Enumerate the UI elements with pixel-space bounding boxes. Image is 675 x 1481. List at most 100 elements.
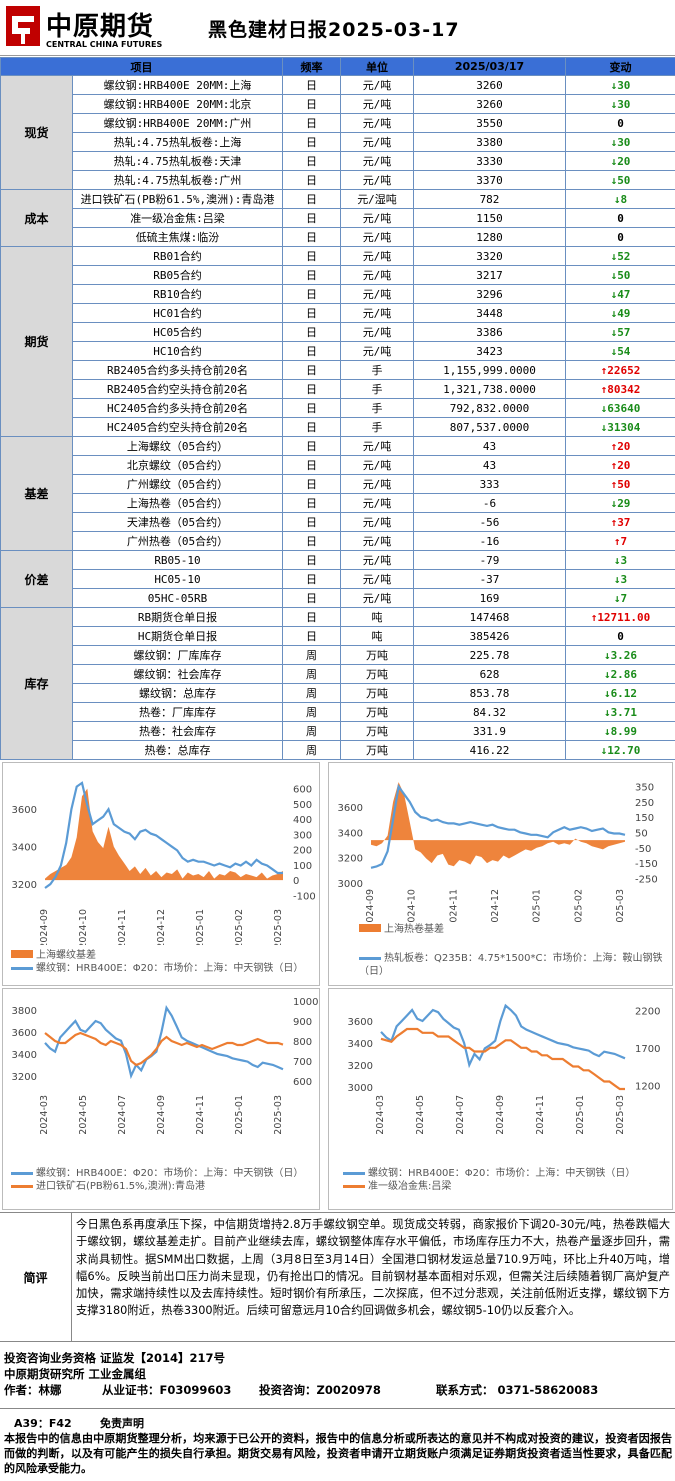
x-tick-label: 2025-02 bbox=[234, 909, 245, 945]
x-tick-label: 2024-09 bbox=[39, 909, 50, 945]
change-value: 3.71 bbox=[610, 705, 638, 719]
chart-rebar-vs-iron-ore: 3800 3600 3400 3200 1000 900 800 700 600 2024-03 2… bbox=[2, 988, 320, 1210]
x-tick-label: 2025-01 bbox=[195, 909, 206, 945]
value-cell: 416.22 bbox=[413, 740, 566, 760]
y-left-tick-label: 3200 bbox=[338, 854, 363, 865]
table-row: 上海热卷（05合约）日元/吨 -6 ↓29 bbox=[1, 493, 675, 513]
legend-item: 上海热卷基差 bbox=[359, 923, 669, 936]
table-row: 热轧:4.75热轧板卷:广州日元/吨 3370 ↓50 bbox=[1, 170, 675, 190]
y-right-tick-label: 350 bbox=[635, 783, 654, 794]
column-header-date: 2025/03/17 bbox=[413, 57, 566, 76]
item-cell: 05HC-05RB bbox=[72, 588, 283, 608]
item-cell: 螺纹钢:HRB400E 20MM:上海 bbox=[72, 75, 283, 95]
y-right-tick-label: 250 bbox=[635, 798, 654, 809]
column-header-change: 变动 bbox=[565, 57, 675, 76]
arrow-down-icon: ↓ bbox=[603, 705, 611, 719]
frequency-cell: 日 bbox=[282, 588, 341, 608]
item-cell: RB05-10 bbox=[72, 550, 283, 570]
table-row: RB05合约日元/吨 3217 ↓50 bbox=[1, 265, 675, 285]
x-tick-label: 2025-03 bbox=[273, 1095, 284, 1135]
frequency-cell: 日 bbox=[282, 436, 341, 456]
table-row: 基差 上海螺纹（05合约）日元/吨 43 ↑20 bbox=[0, 436, 675, 551]
change-value: 12711.00 bbox=[597, 610, 651, 624]
y-left-tick-label: 3800 bbox=[12, 1006, 37, 1017]
unit-cell: 元/吨 bbox=[340, 455, 414, 475]
chart-shanghai-hrc-basis: 3600 3400 3200 3000 350 250 150 50 -50 -150 -250 20… bbox=[328, 762, 673, 986]
x-tick-label: 2024-09 bbox=[156, 1095, 167, 1135]
y-right-tick-label: 600 bbox=[293, 785, 312, 796]
x-tick-label: 2024-07 bbox=[117, 1095, 128, 1135]
item-cell: HC2405合约空头持仓前20名 bbox=[72, 417, 283, 437]
change-value: 7 bbox=[620, 534, 628, 548]
frequency-cell: 日 bbox=[282, 341, 341, 361]
x-tick-label: 2025-01 bbox=[532, 889, 543, 923]
chart-3-legend: 螺纹钢：HRB400E：Φ20：市场价：上海：中天钢铁（日） 准一级冶金焦:吕梁 bbox=[343, 1167, 668, 1193]
item-cell: 热卷：厂库库存 bbox=[72, 702, 283, 722]
change-value: 50 bbox=[617, 477, 631, 491]
y-right-tick-label: 900 bbox=[293, 1017, 312, 1028]
item-cell: RB10合约 bbox=[72, 284, 283, 304]
value-cell: 331.9 bbox=[413, 721, 566, 741]
column-header-item: 项目 bbox=[0, 57, 283, 76]
chart-2-plot: 3800 3600 3400 3200 1000 900 800 700 600 2024-03 2… bbox=[12, 997, 319, 1135]
value-cell: 1150 bbox=[413, 208, 566, 228]
value-cell: 3448 bbox=[413, 303, 566, 323]
table-row: 05HC-05RB 日元/吨 169 ↓7 bbox=[1, 588, 675, 608]
table-row: 螺纹钢：社会库存周万吨 628 ↓2.86 bbox=[1, 664, 675, 684]
table-row: RB2405合约多头持仓前20名日手 1,155,999.0000 ↑22652 bbox=[1, 360, 675, 380]
y-right-tick-label: 1200 bbox=[635, 1081, 660, 1092]
series-line-0 bbox=[380, 1003, 626, 1069]
unit-cell: 吨 bbox=[340, 626, 414, 646]
arrow-up-icon: ↑ bbox=[610, 477, 618, 491]
change-cell: ↑20 bbox=[565, 455, 675, 475]
y-right-tick-label: 800 bbox=[293, 1037, 312, 1048]
value-cell: 3380 bbox=[413, 132, 566, 152]
frequency-cell: 日 bbox=[282, 189, 341, 209]
chart-2-legend: 螺纹钢：HRB400E：Φ20：市场价：上海：中天钢铁（日） 进口铁矿石(PB粉… bbox=[11, 1167, 316, 1193]
arrow-up-icon: ↑ bbox=[600, 382, 608, 396]
value-cell: 147468 bbox=[413, 607, 566, 627]
frequency-cell: 日 bbox=[282, 94, 341, 114]
y-right-tick-label: 2200 bbox=[635, 1006, 660, 1017]
item-cell: 准一级冶金焦:吕梁 bbox=[72, 208, 283, 228]
value-cell: 3217 bbox=[413, 265, 566, 285]
unit-cell: 元/吨 bbox=[340, 246, 414, 266]
chart-1-plot: 3600 3400 3200 3000 350 250 150 50 -50 -150 -250 20… bbox=[338, 782, 658, 923]
unit-cell: 元/吨 bbox=[340, 493, 414, 513]
change-value: 0 bbox=[617, 116, 624, 130]
x-tick-label: 2024-03 bbox=[375, 1095, 386, 1135]
x-tick-label: 2024-11 bbox=[448, 889, 459, 923]
item-cell: 广州热卷（05合约） bbox=[72, 531, 283, 551]
arrow-down-icon: ↓ bbox=[610, 173, 618, 187]
arrow-down-icon: ↓ bbox=[610, 135, 618, 149]
frequency-cell: 日 bbox=[282, 474, 341, 494]
value-cell: 1280 bbox=[413, 227, 566, 247]
column-header-unit: 单位 bbox=[340, 57, 414, 76]
item-cell: 热卷：总库存 bbox=[72, 740, 283, 760]
item-cell: HC10合约 bbox=[72, 341, 283, 361]
legend-item: 螺纹钢：HRB400E：Φ20：市场价：上海：中天钢铁（日） bbox=[11, 962, 316, 975]
value-cell: 333 bbox=[413, 474, 566, 494]
arrow-down-icon: ↓ bbox=[600, 401, 608, 415]
x-tick-label: 2025-03 bbox=[273, 909, 284, 945]
arrow-down-icon: ↓ bbox=[610, 97, 618, 111]
table-row: RB2405合约空头持仓前20名日手 1,321,738.0000 ↑80342 bbox=[1, 379, 675, 399]
chart-0-plot: 3600 3400 3200 600 500 400 300 200 100 0 -100 2024-… bbox=[12, 781, 316, 945]
value-cell: -6 bbox=[413, 493, 566, 513]
y-left-tick-label: 3200 bbox=[348, 1061, 373, 1072]
table-header-row: 项目 频率 单位 2025/03/17 变动 bbox=[0, 57, 675, 76]
y-right-tick-label: -100 bbox=[293, 891, 316, 902]
change-cell: ↓57 bbox=[565, 322, 675, 342]
change-value: 29 bbox=[617, 496, 631, 510]
unit-cell: 元/吨 bbox=[340, 531, 414, 551]
unit-cell: 元/吨 bbox=[340, 284, 414, 304]
legend-item: 螺纹钢：HRB400E：Φ20：市场价：上海：中天钢铁（日） bbox=[343, 1167, 668, 1180]
change-value: 54 bbox=[617, 344, 631, 358]
item-cell: 进口铁矿石(PB粉61.5%,澳洲):青岛港 bbox=[72, 189, 283, 209]
table-row: 螺纹钢：总库存周万吨 853.78 ↓6.12 bbox=[1, 683, 675, 703]
author: 作者：林娜 bbox=[4, 1383, 62, 1397]
data-table: 项目 频率 单位 2025/03/17 变动 现货 螺纹钢:HRB400E 20M… bbox=[0, 57, 675, 760]
table-row: HC2405合约空头持仓前20名日手 807,537.0000 ↓31304 bbox=[1, 417, 675, 437]
change-value: 30 bbox=[617, 78, 631, 92]
unit-cell: 元/吨 bbox=[340, 303, 414, 323]
